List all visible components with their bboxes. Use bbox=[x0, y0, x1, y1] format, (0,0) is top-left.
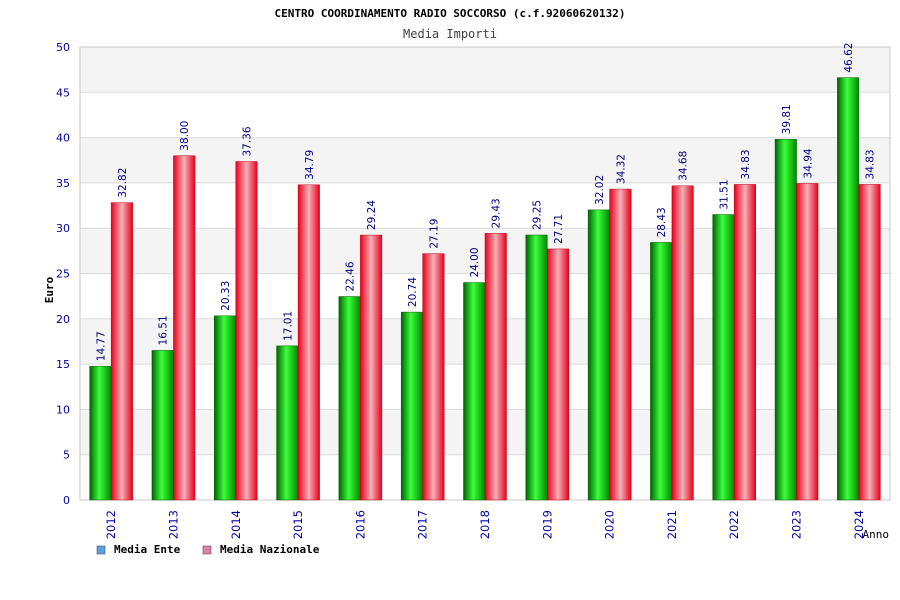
bar-media-nazionale bbox=[858, 184, 881, 501]
bar-media-nazionale bbox=[297, 184, 320, 501]
data-label: 14.77 bbox=[95, 331, 107, 361]
legend: Media Ente Media Nazionale bbox=[96, 543, 320, 556]
chart-title: CENTRO COORDINAMENTO RADIO SOCCORSO (c.f… bbox=[275, 7, 626, 20]
bar-media-nazionale bbox=[422, 253, 445, 501]
bar-media-nazionale bbox=[733, 184, 756, 501]
data-label: 38.00 bbox=[179, 121, 191, 151]
legend-swatch-ente bbox=[96, 545, 106, 555]
data-label: 34.79 bbox=[304, 150, 316, 180]
bar-media-nazionale bbox=[360, 234, 383, 501]
bar-media-ente bbox=[837, 77, 860, 501]
y-axis-label: Euro bbox=[43, 276, 56, 303]
x-tick-label: 2021 bbox=[665, 510, 679, 539]
data-label: 17.01 bbox=[282, 311, 294, 341]
bar-media-nazionale bbox=[796, 183, 819, 501]
y-tick-label: 45 bbox=[56, 86, 70, 99]
bar-media-nazionale bbox=[235, 161, 258, 501]
bar-media-ente bbox=[338, 296, 361, 501]
bar-media-ente bbox=[650, 242, 673, 501]
bar-media-ente bbox=[89, 365, 112, 501]
data-label: 29.24 bbox=[366, 200, 378, 230]
data-label: 34.32 bbox=[615, 154, 627, 184]
bar-media-ente bbox=[774, 139, 797, 501]
grid-band bbox=[80, 137, 890, 183]
x-tick-label: 2024 bbox=[852, 510, 866, 539]
bar-media-ente bbox=[712, 214, 735, 501]
data-label: 34.68 bbox=[678, 151, 690, 181]
data-label: 32.82 bbox=[117, 168, 129, 198]
bar-media-nazionale bbox=[671, 185, 694, 501]
x-tick-label: 2019 bbox=[540, 510, 554, 539]
bar-media-ente bbox=[214, 315, 237, 501]
bar-media-ente bbox=[587, 209, 610, 501]
bar-media-nazionale bbox=[547, 248, 570, 501]
data-label: 34.83 bbox=[740, 149, 752, 179]
data-label: 24.00 bbox=[469, 247, 481, 277]
y-tick-label: 35 bbox=[56, 177, 70, 190]
bar-media-ente bbox=[276, 345, 299, 501]
x-tick-label: 2020 bbox=[603, 510, 617, 539]
y-tick-label: 20 bbox=[56, 313, 70, 326]
data-label: 29.43 bbox=[491, 198, 503, 228]
grid-band bbox=[80, 182, 890, 229]
data-label: 20.74 bbox=[407, 277, 419, 307]
bar-media-ente bbox=[525, 234, 548, 501]
legend-label-nazionale: Media Nazionale bbox=[220, 543, 320, 556]
y-tick-label: 15 bbox=[56, 358, 70, 371]
x-tick-label: 2022 bbox=[727, 510, 741, 539]
bar-media-nazionale bbox=[484, 233, 507, 501]
x-tick-label: 2013 bbox=[166, 510, 180, 539]
data-label: 34.83 bbox=[865, 149, 877, 179]
bar-media-nazionale bbox=[173, 155, 196, 501]
y-tick-label: 30 bbox=[56, 222, 70, 235]
y-tick-label: 5 bbox=[63, 449, 70, 462]
data-label: 32.02 bbox=[594, 175, 606, 205]
x-tick-label: 2018 bbox=[478, 510, 492, 539]
bar-media-nazionale bbox=[609, 188, 632, 501]
plot-area: 0 5 10 15 20 25 30 35 40 45 50 14.77 32.82 2012 16.51 3… bbox=[56, 41, 891, 539]
x-tick-label: 2014 bbox=[229, 510, 243, 539]
x-tick-label: 2016 bbox=[353, 510, 367, 539]
grid-band bbox=[80, 92, 890, 138]
x-tick-label: 2012 bbox=[104, 510, 118, 539]
data-label: 29.25 bbox=[532, 200, 544, 230]
data-label: 22.46 bbox=[345, 261, 357, 291]
data-label: 34.94 bbox=[802, 148, 814, 178]
data-label: 28.43 bbox=[656, 207, 668, 237]
y-tick-label: 50 bbox=[56, 41, 70, 54]
data-label: 31.51 bbox=[718, 179, 730, 209]
bar-media-ente bbox=[151, 350, 174, 501]
x-tick-label: 2017 bbox=[416, 510, 430, 539]
x-axis-label: Anno bbox=[863, 528, 890, 541]
grid-band bbox=[80, 47, 890, 93]
data-label: 27.71 bbox=[553, 214, 565, 244]
bar-media-nazionale bbox=[110, 202, 133, 501]
data-label: 46.62 bbox=[843, 43, 855, 73]
data-label: 16.51 bbox=[158, 315, 170, 345]
data-label: 27.19 bbox=[428, 219, 440, 249]
x-tick-label: 2023 bbox=[790, 510, 804, 539]
legend-swatch-nazionale bbox=[202, 545, 212, 555]
legend-label-ente: Media Ente bbox=[114, 543, 181, 556]
y-tick-label: 25 bbox=[56, 268, 70, 281]
bar-media-ente bbox=[463, 282, 486, 501]
data-label: 37.36 bbox=[242, 126, 254, 156]
data-label: 39.81 bbox=[781, 104, 793, 134]
y-tick-label: 10 bbox=[56, 403, 70, 416]
y-tick-label: 40 bbox=[56, 132, 70, 145]
x-tick-label: 2015 bbox=[291, 510, 305, 539]
data-label: 20.33 bbox=[220, 281, 232, 311]
chart-subtitle: Media Importi bbox=[403, 27, 497, 41]
y-tick-label: 0 bbox=[63, 494, 70, 507]
bar-media-ente bbox=[400, 311, 423, 501]
